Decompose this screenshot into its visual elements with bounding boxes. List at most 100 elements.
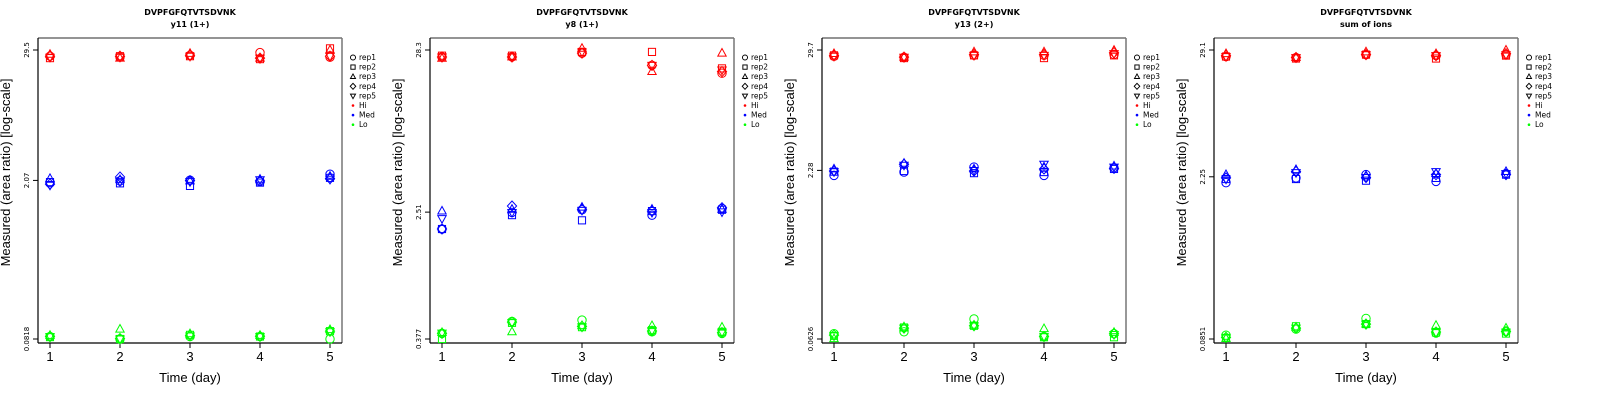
point-lo-rep5-day3 — [576, 323, 588, 333]
y-axis-label: Measured (area ratio) [log-scale] — [392, 79, 405, 267]
chart-subtitle: sum of ions — [1340, 20, 1392, 29]
point-lo-rep1-day2 — [899, 327, 909, 337]
x-tick-label: 3 — [1362, 349, 1369, 364]
legend-circle-icon — [349, 54, 356, 61]
point-lo-rep5-day2 — [114, 335, 126, 345]
chart-svg: DVPFGFQTVTSDVNK y13 (2+) 29.7 2.28 0.0626 1 2 3… — [784, 8, 1160, 385]
y-tick-label: 28.3 — [415, 42, 423, 58]
legend-circle-icon — [1133, 54, 1140, 61]
chart-panel: DVPFGFQTVTSDVNK sum of ions 29.1 2.25 0.0851… — [1176, 0, 1568, 400]
point-lo-rep3-day4 — [646, 320, 658, 330]
point-med-rep4-day2 — [114, 171, 126, 183]
y-tick-label: 0.0818 — [23, 327, 31, 352]
point-lo-rep5-day1 — [44, 333, 56, 343]
point-med-rep5-day1 — [436, 215, 448, 225]
y-tick-label: 2.25 — [1199, 169, 1207, 185]
point-lo-rep3-day4 — [1430, 319, 1442, 329]
chart-svg: DVPFGFQTVTSDVNK y11 (1+) 29.5 2.07 0.0818 1 2 3… — [0, 8, 376, 385]
point-hi-rep4-day4 — [646, 59, 658, 72]
point-lo-rep3-day1 — [1220, 332, 1232, 342]
legend-label: rep5 — [1143, 91, 1160, 100]
point-lo-rep3-day3 — [576, 320, 588, 330]
point-med-rep2-day3 — [1361, 176, 1371, 185]
y-tick-label: 29.7 — [807, 42, 815, 58]
y-tick-label: 29.5 — [23, 42, 31, 58]
point-lo-rep2-day3 — [969, 321, 979, 330]
x-tick-label: 5 — [1502, 349, 1509, 364]
point-lo-rep2-day3 — [1361, 320, 1371, 329]
point-hi-rep3-day3 — [576, 42, 588, 52]
legend-dot-med-icon — [743, 113, 747, 117]
chart-subtitle: y11 (1+) — [171, 20, 210, 29]
y-tick-label: 2.28 — [807, 163, 815, 179]
x-tick-label: 1 — [830, 349, 837, 364]
point-hi-rep1-day5 — [717, 68, 727, 78]
point-med-rep3-day1 — [1220, 168, 1232, 179]
point-lo-rep5-day4 — [1430, 329, 1442, 339]
legend-triangle-down-icon — [1133, 93, 1141, 100]
x-tick-label: 2 — [1292, 349, 1299, 364]
legend-diamond-icon — [349, 82, 357, 91]
legend-label: rep1 — [359, 53, 376, 62]
point-hi-rep5-day3 — [576, 48, 588, 58]
point-lo-rep3-day4 — [254, 329, 266, 339]
legend-dot-med-icon — [351, 113, 355, 117]
point-med-rep3-day1 — [44, 172, 56, 182]
legend-dot-hi-icon — [1135, 104, 1139, 107]
legend-diamond-icon — [1133, 82, 1141, 91]
point-lo-rep5-day4 — [254, 333, 266, 343]
legend-triangle-down-icon — [741, 93, 749, 100]
point-hi-rep5-day5 — [1500, 51, 1512, 61]
y-tick-label: 0.0851 — [1199, 327, 1207, 352]
y-tick-label: 2.51 — [415, 204, 423, 220]
legend-label: Med — [1143, 111, 1159, 120]
x-tick-label: 2 — [508, 349, 515, 364]
point-hi-rep5-day1 — [828, 52, 840, 62]
point-med-rep3-day3 — [184, 175, 196, 185]
x-axis-label: Time (day) — [159, 370, 221, 385]
point-hi-rep3-day2 — [898, 51, 910, 61]
legend-label: rep4 — [751, 82, 768, 91]
legend-label: rep4 — [359, 82, 376, 91]
x-tick-label: 1 — [1222, 349, 1229, 364]
point-lo-rep5-day2 — [1290, 324, 1302, 334]
y-axis-label: Measured (area ratio) [log-scale] — [1176, 79, 1189, 267]
point-med-rep5-day4 — [646, 208, 658, 219]
legend-label: Med — [751, 111, 767, 120]
point-med-rep5-day2 — [1290, 169, 1302, 179]
point-med-rep5-day2 — [898, 161, 910, 171]
point-med-rep1-day4 — [647, 210, 657, 220]
x-tick-label: 4 — [648, 349, 655, 364]
legend-square-icon — [742, 64, 748, 70]
legend-dot-lo-icon — [1135, 123, 1139, 126]
legend-label: Hi — [359, 101, 367, 110]
point-med-rep5-day5 — [716, 208, 728, 218]
point-lo-rep5-day2 — [898, 324, 910, 334]
point-med-rep4-day2 — [506, 200, 518, 212]
chart-title: DVPFGFQTVTSDVNK — [536, 8, 628, 17]
point-med-rep2-day4 — [1431, 173, 1441, 182]
point-lo-rep5-day3 — [1360, 320, 1372, 330]
point-hi-rep2-day4 — [647, 47, 657, 56]
legend-label: Lo — [1535, 120, 1544, 129]
legend-circle-icon — [741, 54, 748, 61]
x-axis-label: Time (day) — [551, 370, 613, 385]
point-hi-rep5-day2 — [506, 53, 518, 63]
point-lo-rep5-day5 — [716, 328, 728, 338]
point-hi-rep5-day3 — [968, 51, 980, 61]
legend-label: rep1 — [1143, 53, 1160, 62]
point-lo-rep2-day5 — [1109, 333, 1119, 342]
point-lo-rep3-day1 — [44, 329, 56, 339]
point-lo-rep5-day1 — [436, 329, 448, 339]
point-med-rep5-day3 — [576, 206, 588, 216]
y-axis-label: Measured (area ratio) [log-scale] — [0, 79, 13, 267]
x-tick-label: 5 — [718, 349, 725, 364]
data-points — [436, 42, 728, 344]
chart-panel: DVPFGFQTVTSDVNK y13 (2+) 29.7 2.28 0.0626 1 2 3… — [784, 0, 1176, 400]
point-lo-rep5-day3 — [968, 322, 980, 332]
point-hi-rep5-day4 — [1430, 52, 1442, 62]
